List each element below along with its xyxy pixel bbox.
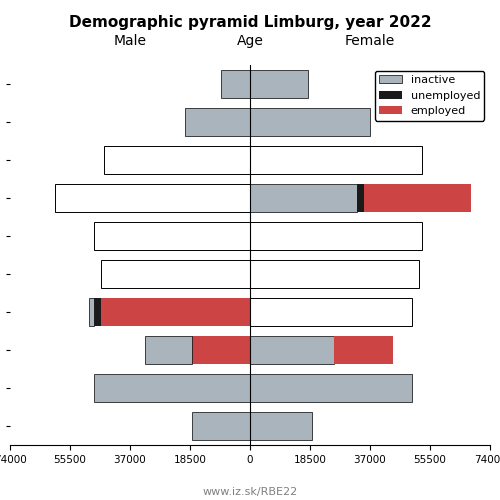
Bar [250,412,312,440]
Bar [364,184,470,212]
Bar [250,336,334,363]
Bar [192,336,250,363]
Text: Age: Age [236,34,264,48]
Text: Male: Male [114,34,146,48]
Bar [250,260,418,287]
Bar [185,108,250,136]
Bar [250,108,370,136]
Legend: inactive, unemployed, employed: inactive, unemployed, employed [375,70,484,120]
Bar [94,374,250,402]
Bar [250,70,308,98]
Bar [250,184,357,212]
Bar [250,298,412,326]
Text: Female: Female [345,34,395,48]
Bar [94,298,101,326]
Bar [357,184,364,212]
Bar [104,146,250,174]
Bar [101,298,250,326]
Bar [144,336,192,363]
Text: www.iz.sk/RBE22: www.iz.sk/RBE22 [202,488,298,498]
Bar [221,70,250,98]
Bar [56,184,250,212]
Bar [250,146,422,174]
Bar [250,374,412,402]
Bar [94,222,250,250]
Bar [334,336,392,363]
Bar [192,412,250,440]
Text: Demographic pyramid Limburg, year 2022: Demographic pyramid Limburg, year 2022 [68,15,432,30]
Bar [101,260,250,287]
Bar [250,222,422,250]
Bar [90,298,94,326]
